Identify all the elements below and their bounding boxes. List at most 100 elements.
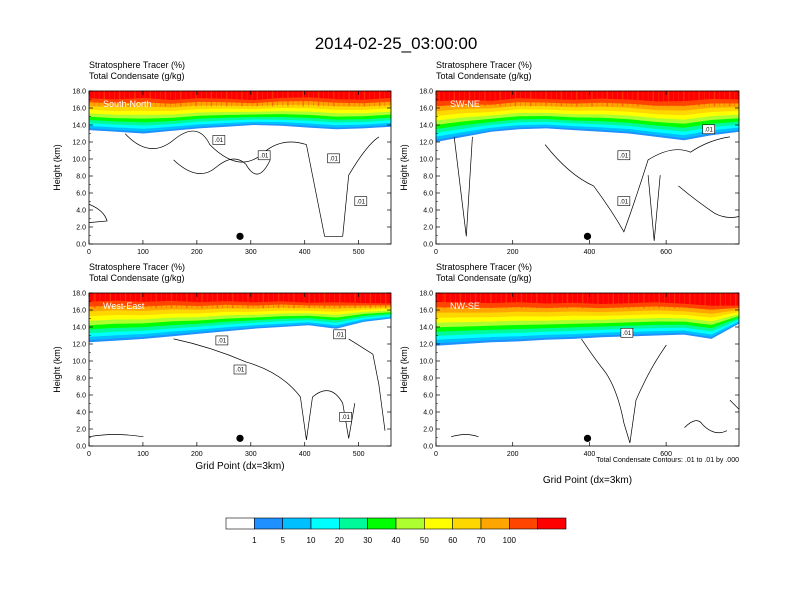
condensate-contours (89, 338, 386, 440)
y-tick-label: 0.0 (423, 444, 433, 451)
panel-south-north: Stratosphere Tracer (%)Total Condensate … (52, 60, 392, 256)
x-tick-label: 400 (584, 249, 596, 256)
contour-label: .01 (215, 138, 224, 144)
condensate-contour (453, 136, 473, 237)
condensate-contours (450, 338, 739, 444)
colorbar-swatch (254, 517, 283, 530)
colorbar-swatch (367, 517, 397, 530)
y-tick-label: 18.0 (419, 89, 433, 96)
condensate-contour (89, 434, 144, 438)
y-tick-label: 14.0 (72, 123, 86, 130)
tracer-field (89, 293, 391, 343)
contour-label-box (233, 364, 247, 375)
condensate-contour (173, 338, 356, 440)
y-tick-label: 0.0 (76, 242, 86, 249)
contour-label: .01 (260, 153, 269, 159)
y-tick-label: 18.0 (72, 291, 86, 298)
colorbar-label: 5 (280, 536, 285, 545)
colorbar: 1 5 10 20 30 40 50 60 70 100 (225, 517, 567, 545)
colorbar-swatch (225, 517, 255, 530)
x-tick-label: 400 (299, 451, 311, 458)
y-tick-label: 18.0 (72, 89, 86, 96)
panel-tag: NW-SE (450, 301, 480, 311)
colorbar-swatch (424, 517, 453, 530)
figure-title: 2014-02-25_03:00:00 (315, 34, 478, 53)
y-tick-label: 2.0 (423, 225, 433, 232)
y-tick-label: 12.0 (419, 342, 433, 349)
contour-label-box (702, 124, 716, 135)
colorbar-label: 70 (477, 536, 486, 545)
y-tick-label: 10.0 (419, 359, 433, 366)
x-axis-label: Grid Point (dx=3km) (543, 475, 632, 486)
tracer-top-fill (436, 91, 739, 97)
y-tick-label: 2.0 (76, 427, 86, 434)
contour-label: .01 (218, 339, 227, 345)
colorbar-label: 10 (307, 536, 316, 545)
y-tick-label: 2.0 (423, 427, 433, 434)
condensate-contour (173, 158, 271, 175)
y-tick-label: 16.0 (419, 106, 433, 113)
x-tick-label: 0 (87, 249, 91, 256)
contour-label: .01 (335, 333, 344, 339)
contour-label-box (212, 135, 226, 145)
contour-label: .01 (329, 157, 338, 163)
y-tick-label: 14.0 (419, 325, 433, 332)
y-tick-label: 16.0 (419, 308, 433, 315)
colorbar-swatch (480, 517, 510, 530)
location-marker (236, 232, 244, 240)
tracer-top-fill (89, 293, 391, 299)
y-tick-label: 6.0 (76, 191, 86, 198)
contour-label-box (327, 153, 340, 164)
contour-label: .01 (620, 199, 629, 205)
contour-label-box (354, 196, 368, 206)
y-axis-label: Height (km) (399, 144, 409, 191)
contour-label-box (333, 329, 346, 340)
contour-label-box (620, 327, 634, 338)
contour-label: .01 (236, 368, 245, 374)
panel-tag: West-East (103, 301, 145, 311)
contour-label: .01 (623, 331, 632, 337)
colorbar-label: 20 (335, 536, 344, 545)
x-tick-label: 300 (245, 451, 257, 458)
y-tick-label: 2.0 (76, 225, 86, 232)
y-tick-label: 10.0 (72, 359, 86, 366)
y-tick-label: 18.0 (419, 291, 433, 298)
contour-label-box (215, 335, 229, 346)
y-tick-label: 4.0 (423, 208, 433, 215)
y-tick-label: 16.0 (72, 106, 86, 113)
y-tick-label: 10.0 (72, 157, 86, 164)
x-tick-label: 200 (507, 249, 519, 256)
colorbar-swatch (310, 517, 340, 530)
condensate-contour (581, 338, 667, 444)
tracer-field (89, 91, 391, 134)
panel-tag: South-North (103, 99, 152, 109)
condensate-contour (647, 175, 661, 241)
panel-header-tracer: Stratosphere Tracer (%) (436, 60, 532, 70)
panel-nw-se: Stratosphere Tracer (%)Total Condensate … (399, 262, 740, 486)
x-tick-label: 0 (87, 451, 91, 458)
colorbar-swatch (395, 517, 425, 530)
panel-header-condensate: Total Condensate (g/kg) (89, 273, 185, 283)
contour-label: .01 (342, 415, 351, 421)
y-tick-label: 0.0 (76, 444, 86, 451)
condensate-contour (684, 420, 728, 434)
y-axis-label: Height (km) (52, 144, 62, 191)
condensate-contour (89, 203, 108, 223)
colorbar-swatch (537, 517, 567, 530)
contour-label: .01 (620, 153, 629, 159)
colorbar-swatch (452, 517, 482, 530)
contour-label: .01 (705, 127, 714, 133)
condensate-contour (450, 434, 479, 438)
y-tick-label: 12.0 (72, 140, 86, 147)
y-axis-label: Height (km) (52, 346, 62, 393)
y-tick-label: 6.0 (423, 191, 433, 198)
colorbar-swatch (282, 517, 312, 530)
x-tick-label: 200 (191, 451, 203, 458)
x-tick-label: 100 (137, 451, 149, 458)
condensate-contour (729, 399, 739, 410)
y-tick-label: 10.0 (419, 157, 433, 164)
contour-note: Total Condensate Contours: .01 to .01 by… (596, 457, 739, 464)
y-tick-label: 12.0 (72, 342, 86, 349)
y-tick-label: 4.0 (423, 410, 433, 417)
colorbar-label: 100 (503, 536, 517, 545)
